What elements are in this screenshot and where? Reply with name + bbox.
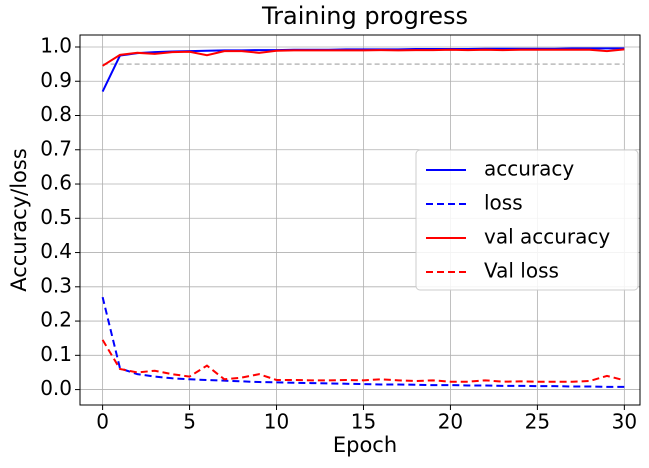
x-tick-label: 10 [264, 410, 289, 434]
legend-label: Val loss [484, 259, 559, 283]
data-line [101, 339, 625, 383]
legend-box [415, 149, 639, 291]
plot-frame [79, 34, 641, 406]
y-tick-label: 0.4 [40, 239, 72, 263]
x-tick-label: 25 [525, 410, 550, 434]
data-line [101, 296, 625, 388]
y-axis-label: Accuracy/loss [7, 148, 31, 292]
x-axis-label: Epoch [333, 433, 397, 457]
y-tick-label: 0.9 [40, 68, 72, 92]
x-tick-label: 0 [96, 410, 109, 434]
y-tick-label: 0.6 [40, 171, 72, 195]
legend-label: val accuracy [484, 225, 610, 249]
y-tick-label: 0.5 [40, 205, 72, 229]
y-tick-label: 0.1 [40, 342, 72, 366]
y-tick-label: 0.7 [40, 136, 72, 160]
x-tick-label: 30 [612, 410, 637, 434]
data-line [102, 48, 625, 67]
y-tick-label: 0.8 [40, 102, 72, 126]
x-tick-label: 15 [351, 410, 376, 434]
legend-label: accuracy [484, 157, 574, 181]
legend: accuracy loss val accuracy Val loss [415, 149, 639, 291]
chart-title: Training progress [261, 2, 468, 30]
y-tick-label: 0.3 [40, 273, 72, 297]
y-tick-label: 0.0 [40, 376, 72, 400]
x-tick-label: 5 [183, 410, 196, 434]
legend-label: loss [484, 191, 523, 215]
y-tick-label: 0.2 [40, 308, 72, 332]
x-tick-label: 20 [438, 410, 463, 434]
y-tick-label: 1.0 [40, 33, 72, 57]
